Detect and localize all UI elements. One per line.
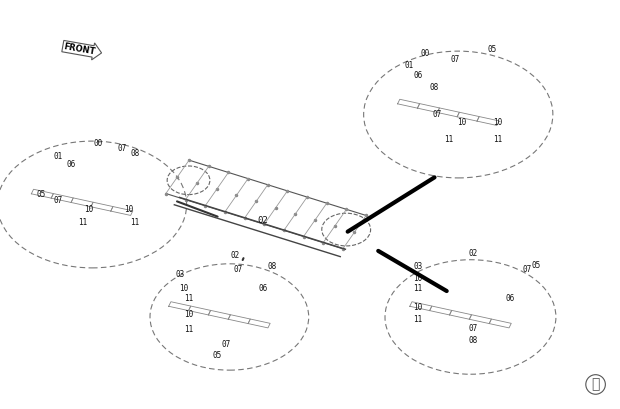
Text: 10: 10 [457, 118, 466, 127]
Text: 06: 06 [414, 71, 423, 80]
Text: 07: 07 [469, 324, 478, 333]
Text: 11: 11 [130, 218, 140, 227]
Text: 08: 08 [469, 336, 478, 345]
Text: 01: 01 [405, 61, 414, 70]
Text: Ⓦ: Ⓦ [591, 378, 600, 391]
Text: 00: 00 [420, 49, 429, 58]
Text: 11: 11 [184, 294, 193, 303]
Text: 03: 03 [414, 262, 423, 271]
Text: FRONT: FRONT [63, 42, 96, 56]
Text: 10: 10 [413, 303, 422, 312]
Text: 02: 02 [257, 216, 268, 225]
Text: 01: 01 [54, 152, 63, 161]
Text: 07: 07 [523, 265, 532, 274]
Text: 00: 00 [94, 139, 103, 148]
Text: 07: 07 [234, 265, 243, 274]
Text: 02: 02 [231, 251, 240, 260]
Text: 06: 06 [66, 160, 75, 169]
Text: 10: 10 [413, 274, 422, 283]
Text: 11: 11 [494, 135, 503, 144]
Text: 05: 05 [213, 351, 222, 360]
Text: 07: 07 [451, 55, 460, 64]
Text: 11: 11 [413, 315, 422, 324]
Text: 08: 08 [267, 262, 277, 271]
Text: 11: 11 [445, 135, 454, 144]
Text: 10: 10 [179, 284, 188, 293]
Text: 05: 05 [487, 45, 497, 54]
Text: 02: 02 [469, 249, 478, 258]
Text: 06: 06 [505, 294, 515, 303]
Text: 10: 10 [494, 118, 503, 127]
Text: 11: 11 [78, 218, 87, 227]
Text: 05: 05 [531, 261, 541, 270]
Text: 11: 11 [413, 284, 422, 293]
Text: 08: 08 [130, 149, 140, 158]
Text: 03: 03 [176, 270, 185, 279]
Text: 10: 10 [124, 205, 133, 214]
Text: 06: 06 [259, 284, 268, 293]
Text: 07: 07 [222, 340, 231, 349]
Text: 08: 08 [429, 83, 438, 92]
Text: 05: 05 [37, 190, 46, 199]
Text: 07: 07 [118, 144, 127, 153]
Text: 11: 11 [184, 325, 193, 334]
Text: 07: 07 [54, 196, 63, 205]
Text: 10: 10 [84, 205, 94, 214]
Text: 10: 10 [184, 310, 193, 319]
Text: 07: 07 [432, 110, 441, 119]
